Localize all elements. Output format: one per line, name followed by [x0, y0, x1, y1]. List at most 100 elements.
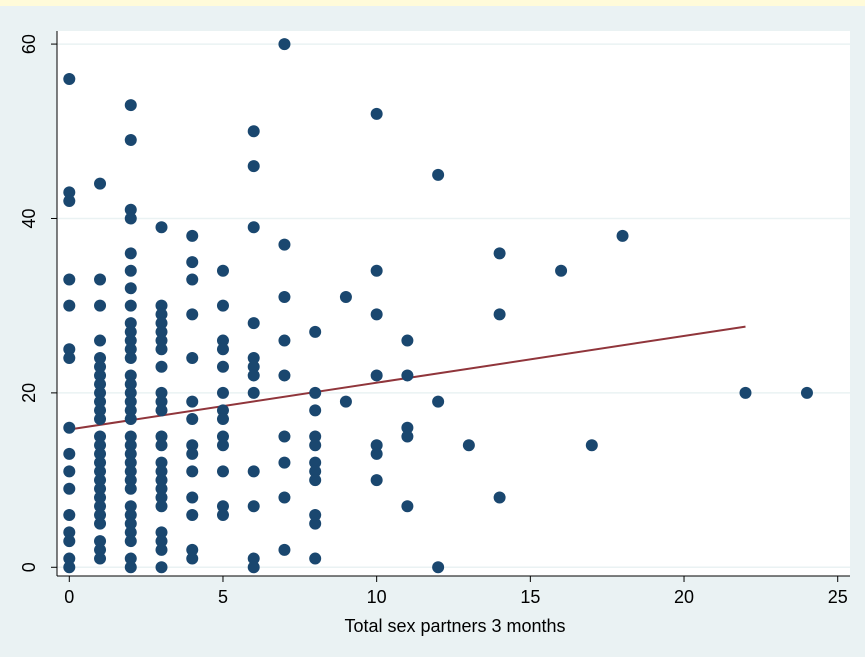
- scatter-point: [370, 439, 383, 452]
- scatter-point: [124, 325, 137, 338]
- scatter-point: [186, 439, 199, 452]
- scatter-point: [370, 369, 383, 382]
- scatter-point: [370, 474, 383, 487]
- scatter-point: [186, 256, 199, 269]
- scatter-point: [124, 535, 137, 548]
- scatter-point: [186, 273, 199, 286]
- scatter-point: [63, 535, 76, 548]
- scatter-point: [124, 474, 137, 487]
- scatter-point: [216, 360, 229, 373]
- scatter-point: [186, 308, 199, 321]
- scatter-point: [370, 264, 383, 277]
- scatter-point: [278, 543, 291, 556]
- scatter-point: [124, 447, 137, 460]
- y-tick-label: 0: [19, 562, 39, 572]
- scatter-point: [155, 221, 168, 234]
- scatter-point: [309, 430, 322, 443]
- top-band: [0, 0, 865, 6]
- scatter-point: [155, 404, 168, 417]
- scatter-point: [339, 395, 352, 408]
- scatter-point: [309, 474, 322, 487]
- scatter-point: [124, 386, 137, 399]
- scatter-point: [216, 386, 229, 399]
- scatter-point: [155, 430, 168, 443]
- scatter-point: [278, 238, 291, 251]
- scatter-point: [216, 430, 229, 443]
- scatter-point: [155, 308, 168, 321]
- scatter-point: [216, 500, 229, 513]
- scatter-point: [63, 352, 76, 364]
- scatter-point: [247, 500, 260, 513]
- scatter-point: [309, 465, 322, 478]
- scatter-point: [186, 543, 199, 556]
- scatter-point: [216, 413, 229, 426]
- scatter-point: [63, 552, 76, 565]
- scatter-point: [124, 378, 137, 391]
- scatter-point: [94, 543, 107, 556]
- scatter-point: [370, 447, 383, 460]
- scatter-point: [124, 456, 137, 469]
- scatter-point: [278, 290, 291, 303]
- scatter-point: [94, 299, 107, 312]
- scatter-point: [309, 552, 322, 565]
- scatter-point: [555, 264, 568, 277]
- scatter-point: [278, 334, 291, 347]
- scatter-point: [247, 317, 260, 330]
- scatter-point: [124, 247, 137, 260]
- scatter-point: [585, 439, 598, 452]
- scatter-point: [124, 465, 137, 478]
- scatter-point: [216, 465, 229, 478]
- scatter-point: [63, 465, 76, 478]
- scatter-point: [94, 456, 107, 469]
- scatter-point: [216, 439, 229, 452]
- y-tick-label: 40: [19, 208, 39, 228]
- scatter-point: [155, 395, 168, 408]
- scatter-point: [63, 508, 76, 521]
- scatter-point: [462, 439, 475, 452]
- scatter-point: [432, 168, 445, 181]
- scatter-point: [155, 500, 168, 513]
- scatter-point: [309, 325, 322, 338]
- scatter-point: [186, 229, 199, 242]
- x-tick-label: 5: [218, 587, 228, 607]
- x-axis-title: Total sex partners 3 months: [344, 616, 565, 636]
- scatter-point: [247, 221, 260, 234]
- scatter-point: [247, 465, 260, 478]
- scatter-point: [63, 299, 76, 312]
- scatter-point: [401, 421, 414, 434]
- scatter-point: [94, 500, 107, 513]
- scatter-point: [124, 212, 137, 225]
- axes-group: 0 5 10 15 20 25 0 20 40 60: [19, 31, 850, 607]
- scatter-point: [278, 369, 291, 382]
- scatter-point: [124, 334, 137, 347]
- scatter-point: [155, 543, 168, 556]
- scatter-point: [247, 561, 260, 574]
- scatter-point: [63, 526, 76, 539]
- scatter-point: [186, 352, 199, 364]
- scatter-point: [186, 552, 199, 565]
- y-tick-label: 20: [19, 383, 39, 403]
- scatter-point: [124, 352, 137, 364]
- scatter-point: [94, 273, 107, 286]
- scatter-point: [94, 378, 107, 391]
- scatter-point: [94, 430, 107, 443]
- scatter-point: [401, 430, 414, 443]
- scatter-point: [155, 317, 168, 330]
- scatter-point: [124, 203, 137, 216]
- scatter-point: [124, 317, 137, 330]
- scatter-point: [94, 517, 107, 530]
- points-group: [63, 38, 813, 574]
- scatter-point: [155, 482, 168, 495]
- scatter-point: [216, 334, 229, 347]
- scatter-point: [616, 229, 629, 242]
- scatter-point: [124, 439, 137, 452]
- plot-area: [57, 31, 850, 576]
- x-tick-label: 0: [64, 587, 74, 607]
- scatter-point: [124, 404, 137, 417]
- scatter-point: [63, 561, 76, 574]
- scatter-point: [247, 125, 260, 138]
- scatter-point: [186, 395, 199, 408]
- scatter-point: [124, 500, 137, 513]
- scatter-point: [124, 282, 137, 295]
- scatter-point: [309, 456, 322, 469]
